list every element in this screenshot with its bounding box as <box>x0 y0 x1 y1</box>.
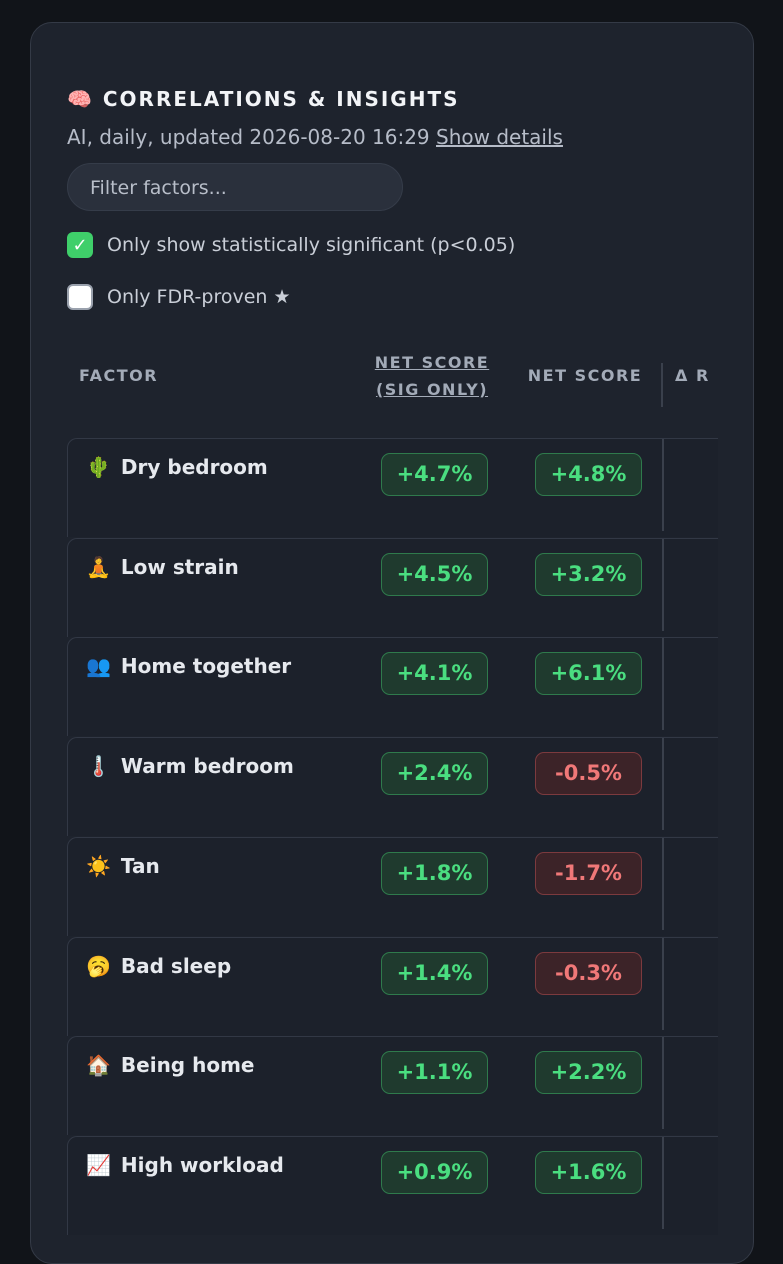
subtitle-text: AI, daily, updated 2026-08-20 16:29 <box>67 125 430 149</box>
factor-icon: 👥 <box>86 654 111 679</box>
column-header: FACTOR <box>79 366 159 385</box>
table: FACTOR NET SCORE (SIG ONLY) NET SCORE Δ R 🌵 D… <box>67 339 718 1259</box>
checkbox[interactable] <box>67 284 93 310</box>
factor: 📈 High workload <box>86 1153 284 1177</box>
column-header[interactable]: NET SCORE (SIG ONLY) <box>374 353 490 399</box>
factor-icon: 🏠 <box>86 1053 111 1078</box>
title-icon: 🧠 <box>67 87 94 111</box>
table-row[interactable]: ☀️ Tan +1.8% -1.7% <box>67 836 718 936</box>
column-divider <box>661 363 663 407</box>
score-badge: +2.2% <box>535 1051 642 1095</box>
score-badge: +1.4% <box>381 951 488 995</box>
details-link[interactable]: Show details <box>436 125 563 149</box>
score-badge: +1.1% <box>381 1051 488 1095</box>
factor-name: Bad sleep <box>120 953 232 978</box>
score-badge: +3.2% <box>535 552 642 596</box>
table-row[interactable]: 🧘 Low strain +4.5% +3.2% <box>67 537 718 637</box>
title: 🧠 CORRELATIONS & INSIGHTS <box>67 87 460 111</box>
factor: 🥱 Bad sleep <box>86 954 231 978</box>
score-badge: +4.8% <box>535 453 642 496</box>
factor-name: Home together <box>120 654 292 679</box>
column-divider <box>662 439 664 531</box>
score-badge: +1.8% <box>381 851 488 895</box>
factor-name: Tan <box>120 853 160 878</box>
column-header: NET SCORE <box>527 366 643 385</box>
factor: 🏠 Being home <box>86 1053 254 1077</box>
column-divider <box>662 538 664 631</box>
page: 🧠 CORRELATIONS & INSIGHTS AI, daily, upd… <box>30 22 754 1264</box>
table-row[interactable]: 👥 Home together +4.1% +6.1% <box>67 637 718 737</box>
score-badge: +4.5% <box>381 552 488 596</box>
table-row[interactable]: 🌵 Dry bedroom +4.7% +4.8% <box>67 438 718 537</box>
table-row[interactable]: 🥱 Bad sleep +1.4% -0.3% <box>67 936 718 1036</box>
checkbox[interactable]: ✓ <box>67 232 93 258</box>
score-badge: +4.1% <box>381 652 488 696</box>
score-badge: -1.7% <box>535 851 642 895</box>
column-divider <box>662 937 664 1030</box>
factor: 🧘 Low strain <box>86 555 239 579</box>
factor: 👥 Home together <box>86 654 291 678</box>
score-badge: -0.5% <box>535 752 642 796</box>
factor-name: Being home <box>120 1053 255 1078</box>
score-badge: +4.7% <box>381 453 488 496</box>
score-badge: +0.9% <box>381 1150 488 1194</box>
score-badge: +2.4% <box>381 752 488 796</box>
option-label: Only show statistically significant (p<0… <box>107 234 516 256</box>
factor-name: High workload <box>120 1152 284 1177</box>
column-divider <box>662 837 664 930</box>
factor-icon: 🌵 <box>86 455 111 479</box>
factor-icon: 🥱 <box>86 953 111 978</box>
table-row[interactable]: 🏠 Being home +1.1% +2.2% <box>67 1036 718 1136</box>
score-badge: +6.1% <box>535 652 642 696</box>
filter-input[interactable]: Filter factors... <box>67 163 403 211</box>
column-divider <box>662 738 664 831</box>
title-text: CORRELATIONS & INSIGHTS <box>102 87 460 111</box>
option-label: Only FDR-proven ★ <box>107 286 291 308</box>
option: ✓ Only show statistically significant (p<… <box>67 232 515 258</box>
factor: 🌡️ Warm bedroom <box>86 754 294 778</box>
column-divider <box>662 638 664 731</box>
insights-card: 🧠 CORRELATIONS & INSIGHTS AI, daily, upd… <box>30 22 754 1264</box>
column-divider <box>662 1037 664 1130</box>
factor: 🌵 Dry bedroom <box>86 455 268 479</box>
column-divider <box>662 1136 664 1229</box>
factor-name: Low strain <box>120 554 239 579</box>
table-row[interactable]: 🌡️ Warm bedroom +2.4% -0.5% <box>67 737 718 837</box>
subtitle: AI, daily, updated 2026-08-20 16:29 Show… <box>67 125 563 149</box>
factor-icon: 📈 <box>86 1152 111 1177</box>
column-header: Δ R <box>675 366 710 385</box>
table-row[interactable]: 📈 High workload +0.9% +1.6% <box>67 1135 718 1235</box>
factor-name: Dry bedroom <box>120 455 268 479</box>
factor-name: Warm bedroom <box>120 754 294 779</box>
factor-icon: 🌡️ <box>86 754 111 779</box>
option: Only FDR-proven ★ <box>67 284 291 310</box>
score-badge: -0.3% <box>535 951 642 995</box>
factor: ☀️ Tan <box>86 854 160 878</box>
score-badge: +1.6% <box>535 1150 642 1194</box>
factor-icon: 🧘 <box>86 554 111 579</box>
factor-icon: ☀️ <box>86 853 111 878</box>
